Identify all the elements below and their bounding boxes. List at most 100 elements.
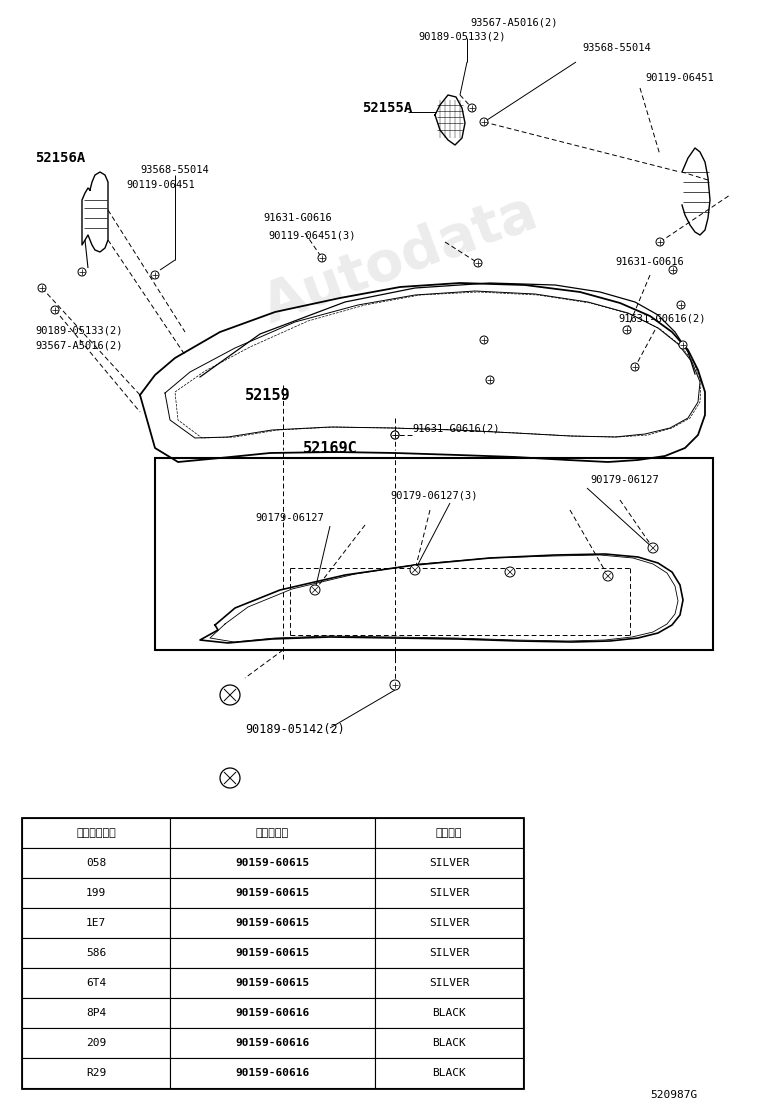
Text: 91631-G0616(2): 91631-G0616(2) xyxy=(618,312,705,322)
Circle shape xyxy=(78,268,86,276)
Text: 520987G: 520987G xyxy=(650,1090,697,1100)
Text: 91631-G0616: 91631-G0616 xyxy=(615,257,684,267)
Bar xyxy=(22,909,170,939)
Circle shape xyxy=(623,326,631,334)
Text: 93568-55014: 93568-55014 xyxy=(140,165,209,175)
Circle shape xyxy=(669,266,677,274)
Circle shape xyxy=(677,301,685,309)
Bar xyxy=(170,939,375,969)
Text: 90179-06127(3): 90179-06127(3) xyxy=(390,490,477,500)
Text: 90179-06127: 90179-06127 xyxy=(255,513,324,523)
Bar xyxy=(170,1027,375,1058)
Text: 90159-60616: 90159-60616 xyxy=(236,1007,309,1017)
Text: ボルト色: ボルト色 xyxy=(435,828,462,838)
Text: 586: 586 xyxy=(86,949,106,959)
Circle shape xyxy=(648,543,658,553)
Bar xyxy=(170,1058,375,1088)
Text: 52169C: 52169C xyxy=(302,440,357,456)
Bar xyxy=(22,939,170,969)
Text: Autodata: Autodata xyxy=(290,503,550,637)
Bar xyxy=(170,997,375,1027)
Circle shape xyxy=(390,681,400,691)
Circle shape xyxy=(486,376,494,384)
Bar xyxy=(22,997,170,1027)
Bar xyxy=(155,458,713,651)
Circle shape xyxy=(656,238,664,246)
Text: 90159-60615: 90159-60615 xyxy=(236,919,309,929)
Text: 52155A: 52155A xyxy=(362,101,412,115)
Bar xyxy=(22,818,523,1088)
Text: 8P4: 8P4 xyxy=(86,1007,106,1017)
Text: 90189-05142(2): 90189-05142(2) xyxy=(245,724,345,736)
Text: 93567-A5016(2): 93567-A5016(2) xyxy=(470,17,558,27)
Bar xyxy=(22,1058,170,1088)
Text: 1E7: 1E7 xyxy=(86,919,106,929)
Bar xyxy=(375,1027,523,1058)
Bar xyxy=(375,818,523,848)
Text: 6T4: 6T4 xyxy=(86,977,106,987)
Text: 90119-06451: 90119-06451 xyxy=(126,180,195,190)
Text: 90159-60615: 90159-60615 xyxy=(236,888,309,898)
Circle shape xyxy=(318,254,326,262)
Text: BLACK: BLACK xyxy=(432,1037,466,1048)
Circle shape xyxy=(51,306,59,314)
Circle shape xyxy=(220,768,240,788)
Bar xyxy=(375,909,523,939)
Text: 93568-55014: 93568-55014 xyxy=(582,43,651,53)
Text: ボデーカラー: ボデーカラー xyxy=(76,828,116,838)
Bar xyxy=(22,848,170,878)
Text: 90159-60615: 90159-60615 xyxy=(236,977,309,987)
Text: 058: 058 xyxy=(86,858,106,868)
Text: 90159-60616: 90159-60616 xyxy=(236,1068,309,1078)
Bar xyxy=(375,848,523,878)
Text: BLACK: BLACK xyxy=(432,1007,466,1017)
Text: SILVER: SILVER xyxy=(429,888,469,898)
Circle shape xyxy=(480,118,488,126)
Circle shape xyxy=(474,259,482,267)
Text: R29: R29 xyxy=(86,1068,106,1078)
Text: BLACK: BLACK xyxy=(432,1068,466,1078)
Bar xyxy=(170,878,375,909)
Text: 209: 209 xyxy=(86,1037,106,1048)
Text: 90159-60616: 90159-60616 xyxy=(236,1037,309,1048)
Text: 91631-G0616(2): 91631-G0616(2) xyxy=(412,423,499,433)
Circle shape xyxy=(391,431,399,439)
Text: 52159: 52159 xyxy=(245,387,290,403)
Text: 90179-06127: 90179-06127 xyxy=(590,475,659,485)
Text: SILVER: SILVER xyxy=(429,949,469,959)
Circle shape xyxy=(480,336,488,344)
Bar xyxy=(170,818,375,848)
Bar xyxy=(375,1058,523,1088)
Circle shape xyxy=(151,271,159,279)
Text: 90119-06451: 90119-06451 xyxy=(645,73,714,83)
Bar xyxy=(22,969,170,997)
Circle shape xyxy=(310,585,320,595)
Bar xyxy=(170,909,375,939)
Text: SILVER: SILVER xyxy=(429,977,469,987)
Bar xyxy=(375,939,523,969)
Bar xyxy=(375,997,523,1027)
Text: 93567-A5016(2): 93567-A5016(2) xyxy=(35,340,122,350)
Circle shape xyxy=(391,431,399,439)
Circle shape xyxy=(679,341,687,349)
Circle shape xyxy=(38,284,46,292)
Text: Autodata: Autodata xyxy=(255,186,545,335)
Text: ボルト品番: ボルト品番 xyxy=(256,828,289,838)
Text: 52156A: 52156A xyxy=(35,151,85,165)
Circle shape xyxy=(505,567,515,577)
Text: 90189-05133(2): 90189-05133(2) xyxy=(35,325,122,335)
Bar xyxy=(375,969,523,997)
Bar xyxy=(375,878,523,909)
Text: 90189-05133(2): 90189-05133(2) xyxy=(418,31,505,41)
Circle shape xyxy=(410,565,420,575)
Circle shape xyxy=(220,685,240,705)
Text: 91631-G0616: 91631-G0616 xyxy=(263,214,332,224)
Bar xyxy=(170,969,375,997)
Bar xyxy=(22,878,170,909)
Bar xyxy=(22,1027,170,1058)
Text: 90119-06451(3): 90119-06451(3) xyxy=(268,230,356,240)
Text: 90159-60615: 90159-60615 xyxy=(236,949,309,959)
Text: 199: 199 xyxy=(86,888,106,898)
Bar xyxy=(170,848,375,878)
Text: SILVER: SILVER xyxy=(429,858,469,868)
